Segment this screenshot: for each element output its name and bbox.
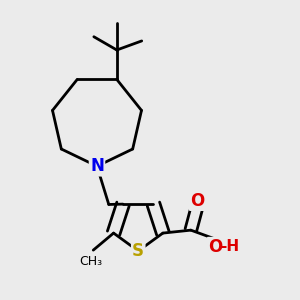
Text: -H: -H	[220, 239, 239, 254]
Text: N: N	[90, 157, 104, 175]
Text: O: O	[208, 238, 222, 256]
Text: CH₃: CH₃	[80, 255, 103, 268]
Text: S: S	[132, 242, 144, 260]
Text: O: O	[190, 192, 204, 210]
